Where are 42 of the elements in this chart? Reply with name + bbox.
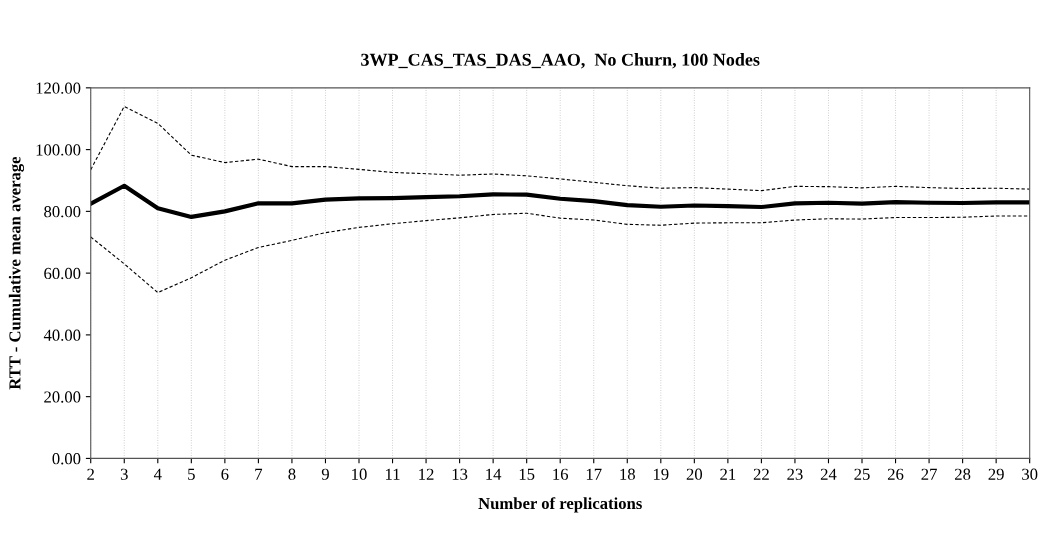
y-tick-label: 100.00 bbox=[36, 144, 81, 156]
y-tick-label: 0.00 bbox=[52, 453, 81, 465]
x-tick-label: 26 bbox=[887, 468, 904, 480]
x-tick-label: 23 bbox=[787, 468, 803, 480]
x-tick-label: 15 bbox=[519, 468, 535, 480]
x-tick-label: 8 bbox=[288, 468, 296, 480]
x-tick-label: 22 bbox=[753, 468, 769, 480]
y-tick-label: 120.00 bbox=[36, 82, 81, 94]
x-tick-label: 24 bbox=[820, 468, 837, 480]
x-tick-label: 30 bbox=[1022, 468, 1038, 480]
line-series bbox=[90, 212, 1030, 294]
y-axis-title: RTT - Cumulative mean average bbox=[8, 156, 25, 390]
x-tick-label: 4 bbox=[153, 468, 162, 480]
x-tick-label: 25 bbox=[854, 468, 870, 480]
x-tick-label: 10 bbox=[352, 468, 367, 480]
x-tick-label: 11 bbox=[385, 468, 400, 480]
x-tick-label: 12 bbox=[419, 468, 434, 480]
x-tick-label: 29 bbox=[988, 468, 1004, 480]
x-tick-label: 27 bbox=[921, 468, 937, 480]
x-tick-label: 16 bbox=[553, 468, 569, 480]
y-tick-label: 80.00 bbox=[44, 206, 81, 218]
line-series bbox=[90, 105, 1030, 192]
x-tick-label: 2 bbox=[87, 468, 94, 480]
x-tick-label: 5 bbox=[188, 468, 195, 480]
x-tick-label: 20 bbox=[686, 468, 703, 480]
x-tick-label: 21 bbox=[720, 468, 736, 480]
x-axis-title: Number of replications bbox=[478, 497, 642, 513]
x-tick-label: 19 bbox=[653, 468, 669, 480]
x-tick-label: 18 bbox=[620, 468, 635, 480]
x-tick-label: 7 bbox=[255, 468, 263, 480]
chart-title: 3WP_CAS_TAS_DAS_AAO, No Churn, 100 Nodes bbox=[361, 53, 760, 69]
x-tick-label: 28 bbox=[955, 468, 971, 480]
y-tick-label: 60.00 bbox=[44, 267, 81, 280]
x-tick-label: 6 bbox=[221, 468, 229, 480]
x-tick-label: 13 bbox=[452, 468, 468, 480]
x-tick-label: 17 bbox=[586, 468, 602, 480]
x-tick-label: 9 bbox=[321, 468, 329, 480]
y-tick-label: 40.00 bbox=[43, 329, 81, 341]
line-series bbox=[90, 183, 1030, 220]
x-tick-label: 3 bbox=[120, 468, 128, 480]
y-tick-label: 20.00 bbox=[44, 391, 81, 403]
x-tick-label: 14 bbox=[486, 468, 502, 480]
